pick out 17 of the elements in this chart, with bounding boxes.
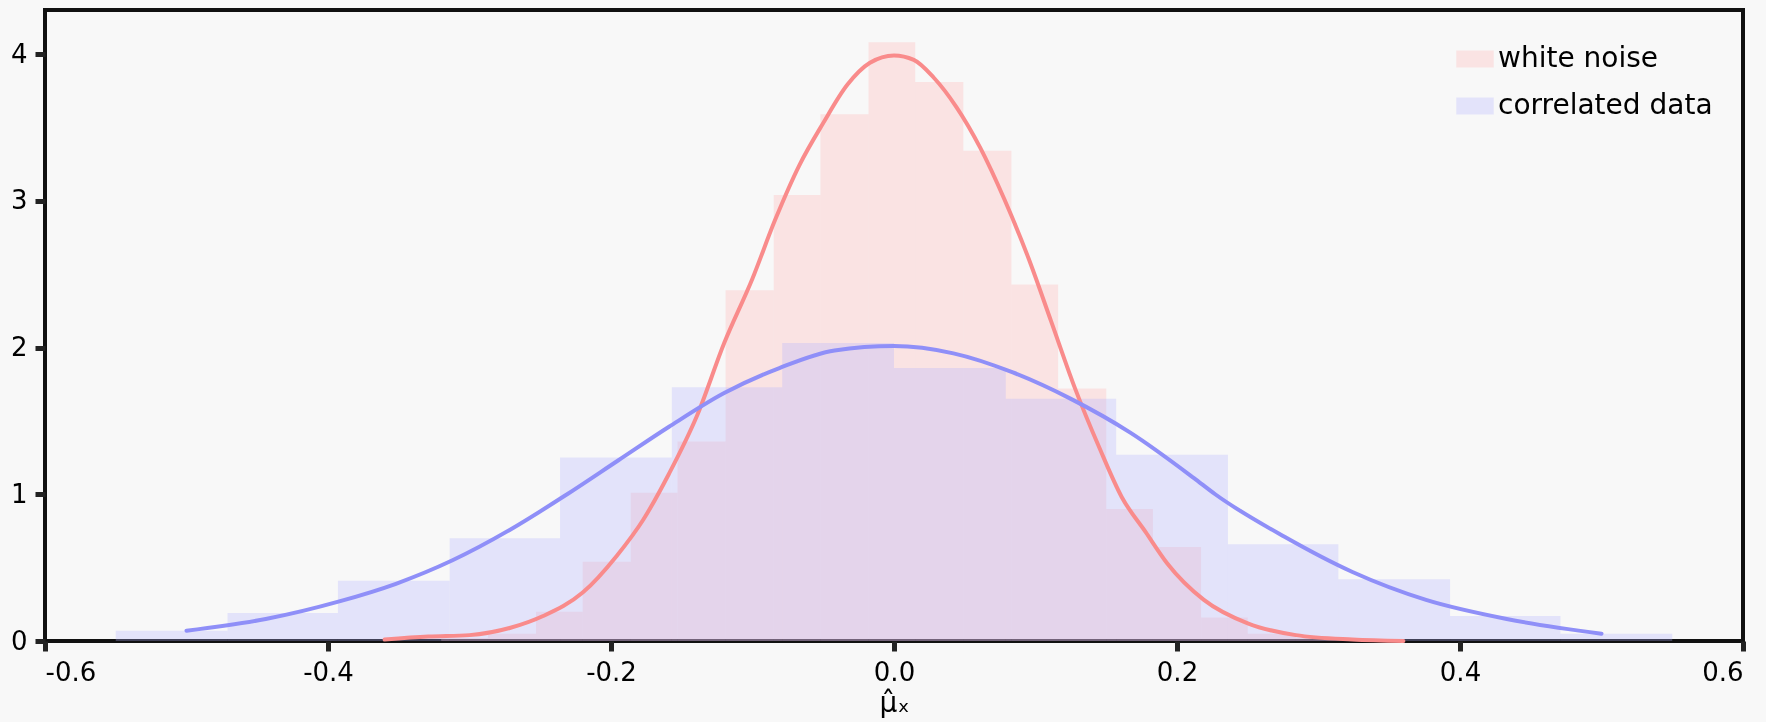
line-series — [382, 53, 1406, 643]
y-tick-label: 2 — [10, 332, 28, 363]
y-tick-label: 0 — [10, 625, 28, 656]
x-tick-label: -0.6 — [45, 656, 97, 687]
x-tick-label: 0.0 — [873, 656, 916, 687]
x-axis-title: μ̂ₓ — [879, 685, 910, 719]
line-series — [184, 344, 1604, 636]
x-tick-label: 0.6 — [1702, 656, 1744, 687]
x-tick-label: -0.4 — [303, 656, 354, 687]
x-tick-label: -0.2 — [586, 656, 637, 687]
y-tick-label: 1 — [10, 478, 28, 509]
y-tick-label: 3 — [10, 185, 28, 216]
x-tick-label: 0.2 — [1156, 656, 1199, 687]
y-tick-label: 4 — [10, 38, 28, 69]
legend-label: white noise — [1498, 41, 1659, 74]
x-tick-label: 0.4 — [1439, 656, 1482, 687]
legend-label: correlated data — [1498, 88, 1713, 121]
